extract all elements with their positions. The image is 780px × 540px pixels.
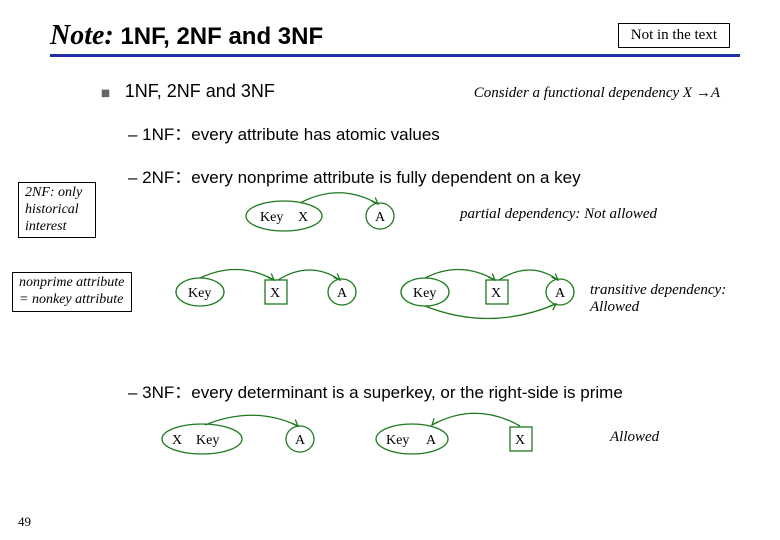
svg-text:A: A [337, 286, 348, 301]
svg-text:X: X [515, 433, 525, 448]
caption-allowed: Allowed [610, 429, 659, 446]
title-rest: 1NF, 2NF and 3NF [114, 23, 323, 50]
svg-text:A: A [295, 433, 306, 448]
svg-text:X: X [491, 286, 501, 301]
svg-text:X: X [298, 210, 308, 225]
svg-text:A: A [375, 210, 386, 225]
consider-text: Consider a functional dependency X →A [474, 85, 720, 102]
heading-row: ◆ 1NF, 2NF and 3NF Consider a functional… [100, 81, 740, 102]
heading-label: 1NF, 2NF and 3NF [125, 81, 275, 102]
diagram-2nf-partial: Key X A partial dependency: Not allowed [240, 194, 740, 264]
caption-partial: partial dependency: Not allowed [460, 206, 657, 223]
svg-text:Key: Key [196, 433, 219, 448]
slide-title: Note: 1NF, 2NF and 3NF [50, 20, 323, 52]
bullet-3nf: – 3NF：every determinant is a superkey, o… [128, 378, 740, 403]
not-in-text-box: Not in the text [618, 23, 730, 48]
page-number: 49 [18, 514, 31, 530]
svg-text:Key: Key [386, 433, 409, 448]
bullet-1nf: – 1NF：every attribute has atomic values [128, 120, 740, 145]
diagram-3nf: X Key A Key A X Allowed [150, 417, 740, 487]
svg-text:A: A [426, 433, 437, 448]
svg-d1: Key X A [240, 194, 440, 244]
bullet-2nf: – 2NF：every nonprime attribute is fully … [128, 163, 740, 188]
sidebox-2nf: 2NF: only historical interest [18, 182, 96, 238]
svg-text:X: X [270, 286, 280, 301]
svg-d2: Key X A Key X A [170, 270, 590, 340]
svg-d3: X Key A Key A X [150, 417, 570, 467]
title-note: Note: [50, 20, 114, 51]
title-row: Note: 1NF, 2NF and 3NF Not in the text [50, 20, 740, 57]
svg-text:A: A [555, 286, 566, 301]
svg-text:X: X [172, 433, 182, 448]
bullet-diamond: ◆ [96, 84, 116, 104]
caption-transitive: transitive dependency: Allowed [590, 282, 740, 316]
diagram-2nf-transitive: Key X A Key X A transitive dependency: Allowe… [170, 270, 740, 350]
svg-text:Key: Key [260, 210, 283, 225]
svg-text:Key: Key [413, 286, 436, 301]
svg-text:Key: Key [188, 286, 211, 301]
sidebox-nonprime: nonprime attribute = nonkey attribute [12, 272, 132, 312]
